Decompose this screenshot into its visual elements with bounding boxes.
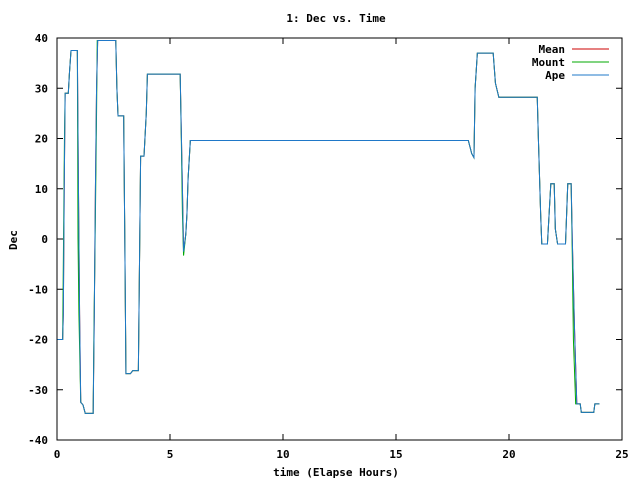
y-axis-label: Dec — [7, 230, 20, 250]
y-tick-label: 20 — [35, 133, 48, 146]
y-tick-label: 0 — [41, 233, 48, 246]
plot-frame — [56, 37, 623, 441]
legend-label-mean: Mean — [539, 43, 566, 56]
x-axis-label: time (Elapse Hours) — [273, 466, 399, 479]
x-tick-label: 25 — [615, 448, 628, 461]
x-tick-label: 0 — [54, 448, 61, 461]
y-tick-label: -40 — [28, 434, 48, 447]
axis-ticks: 0 5 10 15 20 25 -40 -30 -20 -10 0 10 20 30 40 — [28, 32, 629, 461]
y-tick-label: 40 — [35, 32, 48, 45]
legend-label-mount: Mount — [532, 56, 565, 69]
y-tick-label: -30 — [28, 384, 48, 397]
y-tick-label: 10 — [35, 183, 48, 196]
x-tick-label: 20 — [502, 448, 515, 461]
y-tick-label: 30 — [35, 82, 48, 95]
x-tick-label: 10 — [276, 448, 289, 461]
x-tick-label: 15 — [389, 448, 402, 461]
chart-title: 1: Dec vs. Time — [286, 12, 386, 25]
x-tick-label: 5 — [167, 448, 174, 461]
y-tick-label: -10 — [28, 283, 48, 296]
data-series — [57, 40, 600, 414]
y-tick-label: -20 — [28, 334, 48, 347]
legend-label-ape: Ape — [545, 69, 565, 82]
series-line-ape — [57, 40, 600, 414]
